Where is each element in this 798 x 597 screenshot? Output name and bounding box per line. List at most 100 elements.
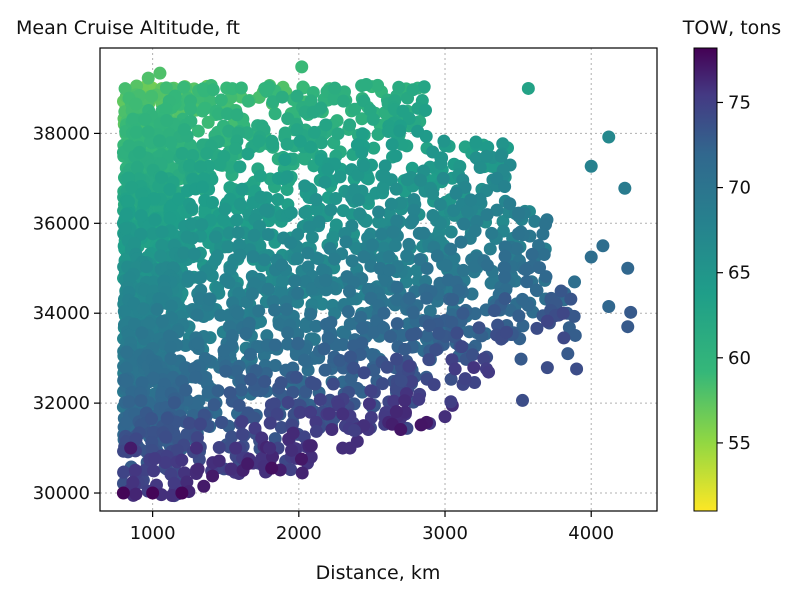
scatter-point <box>234 383 248 397</box>
scatter-point <box>214 415 228 429</box>
scatter-point <box>444 395 458 409</box>
scatter-point <box>239 327 253 341</box>
scatter-point <box>498 240 512 254</box>
colorbar-ticks: 55 60 65 70 75 <box>717 92 751 454</box>
scatter-point <box>395 328 409 342</box>
scatter-point <box>309 424 323 438</box>
scatter-point <box>212 158 226 172</box>
scatter-point <box>189 441 203 455</box>
scatter-point <box>288 274 302 288</box>
scatter-point <box>414 418 428 432</box>
chart-title: Mean Cruise Altitude, ft <box>16 17 240 39</box>
scatter-point <box>426 187 440 201</box>
scatter-point <box>232 238 246 252</box>
scatter-point <box>140 260 154 274</box>
scatter-point <box>347 361 361 375</box>
scatter-point <box>275 258 289 272</box>
scatter-point <box>528 214 542 228</box>
scatter-point <box>281 337 295 351</box>
scatter-point <box>561 347 575 361</box>
scatter-point <box>163 211 177 225</box>
scatter-point <box>438 410 452 424</box>
scatter-point <box>134 394 148 408</box>
scatter-point <box>323 241 337 255</box>
scatter-point <box>568 275 582 289</box>
scatter-point <box>305 230 319 244</box>
y-tick-label: 30000 <box>33 483 90 504</box>
scatter-point <box>196 180 210 194</box>
scatter-point <box>420 291 434 305</box>
scatter-point <box>426 208 440 222</box>
scatter-point <box>206 469 220 483</box>
scatter-point <box>197 479 211 493</box>
colorbar-label: TOW, tons <box>682 17 781 39</box>
scatter-point <box>117 304 131 318</box>
scatter-point <box>268 338 282 352</box>
scatter-point <box>180 230 194 244</box>
scatter-point <box>321 162 335 176</box>
scatter-point <box>411 124 425 138</box>
scatter-point <box>257 253 271 267</box>
scatter-point <box>420 329 434 343</box>
scatter-point <box>272 317 286 331</box>
scatter-point <box>193 160 207 174</box>
scatter-point <box>618 181 632 195</box>
scatter-point <box>326 230 340 244</box>
scatter-point <box>265 461 279 475</box>
scatter-point <box>220 107 234 121</box>
x-axis-ticks: 1000 2000 3000 4000 <box>130 511 614 544</box>
scatter-point <box>290 252 304 266</box>
scatter-point <box>389 182 403 196</box>
scatter-point <box>252 304 266 318</box>
scatter-point <box>172 192 186 206</box>
scatter-point <box>235 427 249 441</box>
scatter-point <box>567 309 581 323</box>
scatter-point <box>357 250 371 264</box>
scatter-point <box>324 315 338 329</box>
scatter-point <box>382 250 396 264</box>
scatter-point <box>327 252 341 266</box>
scatter-point <box>128 463 142 477</box>
scatter-point <box>354 310 368 324</box>
scatter-point <box>355 127 369 141</box>
scatter-point <box>241 94 255 108</box>
scatter-point <box>252 134 266 148</box>
scatter-point <box>285 443 299 457</box>
scatter-point <box>371 127 385 141</box>
scatter-point <box>519 263 533 277</box>
scatter-point <box>233 160 247 174</box>
scatter-point <box>309 202 323 216</box>
scatter-point <box>219 364 233 378</box>
scatter-point <box>380 360 394 374</box>
scatter-point <box>343 441 357 455</box>
scatter-point <box>512 309 526 323</box>
scatter-point <box>377 306 391 320</box>
scatter-point <box>121 195 135 209</box>
scatter-point <box>457 217 471 231</box>
scatter-point <box>233 197 247 211</box>
scatter-point <box>437 134 451 148</box>
scatter-point <box>120 375 134 389</box>
scatter-point <box>621 261 635 275</box>
scatter-point <box>268 358 282 372</box>
colorbar-tick-label: 65 <box>728 263 751 284</box>
scatter-point <box>540 314 554 328</box>
scatter-point <box>490 171 504 185</box>
scatter-point <box>521 81 535 95</box>
scatter-point <box>336 338 350 352</box>
scatter-point <box>584 159 598 173</box>
scatter-point <box>362 397 376 411</box>
y-tick-label: 32000 <box>33 393 90 414</box>
scatter-point <box>357 159 371 173</box>
scatter-point <box>268 107 282 121</box>
scatter-point <box>390 214 404 228</box>
scatter-point <box>145 89 159 103</box>
scatter-point <box>155 386 169 400</box>
scatter-point <box>450 326 464 340</box>
scatter-point <box>460 204 474 218</box>
scatter-point <box>384 197 398 211</box>
scatter-point <box>163 182 177 196</box>
scatter-point <box>313 393 327 407</box>
y-tick-label: 38000 <box>33 123 90 144</box>
scatter-point <box>230 108 244 122</box>
